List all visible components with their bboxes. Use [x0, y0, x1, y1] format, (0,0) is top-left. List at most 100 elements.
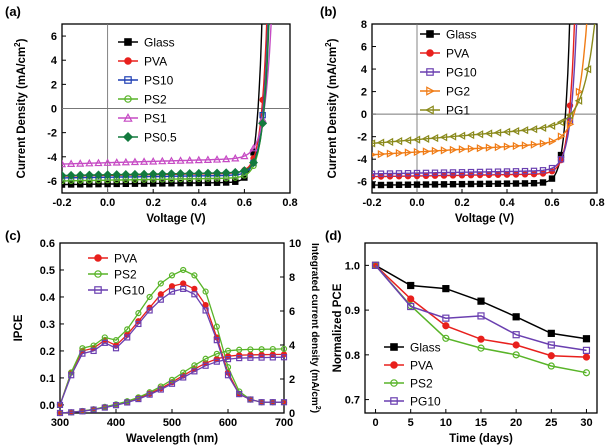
data-point-pg10: [413, 169, 421, 177]
data-point-glass: [372, 181, 376, 189]
x-tick-label: 0: [372, 417, 378, 429]
integrated-point-ps2: [247, 346, 254, 353]
y-right-axis-label: Integrated current density (mA/cm2): [309, 243, 321, 413]
data-point-glass: [422, 181, 430, 188]
data-point-pg2: [539, 139, 548, 148]
data-point-glass: [477, 297, 485, 305]
legend-label-glass: Glass: [144, 36, 175, 50]
x-tick-label: 300: [51, 417, 69, 429]
integrated-point-pg10: [280, 354, 288, 361]
integrated-point-ps2: [168, 376, 176, 383]
ipce-point-pva: [180, 280, 187, 287]
data-point-pg2: [431, 146, 440, 156]
legend-marker-glass: [390, 343, 398, 351]
data-point-pg1: [556, 118, 565, 127]
legend-label-pg1: PG1: [446, 104, 470, 118]
series-glass: [372, 24, 571, 189]
data-point-pg1: [529, 125, 538, 134]
data-point-ps1: [76, 159, 85, 167]
ipce-point-pva: [191, 285, 198, 292]
data-point-pg1: [565, 111, 574, 120]
data-point-pg1: [538, 123, 547, 132]
data-point-glass: [232, 178, 239, 185]
legend-label-pva: PVA: [410, 359, 433, 373]
y-tick-label: 1.0: [345, 260, 360, 272]
legend-label-pg10: PG10: [410, 395, 441, 409]
ipce-point-pg10: [258, 399, 265, 406]
data-point-pg10: [449, 169, 457, 176]
data-point-glass: [530, 180, 538, 187]
panel-label: (c): [5, 228, 21, 243]
integrated-point-pg10: [236, 354, 243, 362]
x-tick-label: 5: [408, 417, 414, 429]
data-point-ps0-5: [112, 170, 122, 180]
data-point-pva: [512, 341, 520, 349]
data-point-ps1: [112, 158, 121, 166]
y-tick-label: 0.6: [40, 238, 55, 250]
data-point-ps2: [547, 362, 555, 370]
data-point-pg10: [557, 156, 565, 163]
x-tick-label: 400: [107, 417, 125, 429]
data-point-pg1: [583, 65, 592, 74]
legend-marker-ps2: [390, 379, 398, 387]
data-point-pg10: [485, 168, 493, 175]
series-ps0-5: [62, 24, 270, 180]
y-tick-label: -2: [47, 128, 57, 140]
legend: Glass PVA PS10 PS2 PS1 PS0.5: [118, 36, 177, 145]
legend-label-ps10: PS10: [144, 74, 174, 88]
ipce-point-pg10: [135, 320, 142, 328]
data-point-ps0-5: [212, 168, 222, 178]
data-point-ps2: [477, 344, 485, 352]
data-point-glass: [386, 181, 394, 189]
integrated-point-ps2: [213, 350, 220, 357]
data-point-ps1: [176, 156, 185, 164]
integrated-point-pg10: [135, 395, 142, 403]
y-tick-label: 0.2: [40, 346, 55, 358]
data-point-pva: [547, 352, 555, 360]
y-tick-label: 0.7: [345, 395, 360, 407]
x-tick-label: 30: [580, 417, 592, 429]
legend-label-ps0-5: PS0.5: [144, 131, 177, 145]
x-tick-label: -0.2: [363, 197, 382, 209]
y-tick-label: 0.8: [345, 350, 360, 362]
data-point-pg10: [422, 169, 430, 177]
data-point-ps0-5: [139, 169, 149, 179]
data-point-ps0-5: [103, 170, 113, 180]
integrated-point-pg10: [191, 368, 198, 375]
y-right-tick-label: 4: [289, 340, 296, 352]
data-point-pg2: [485, 143, 494, 152]
panel-label: (d): [325, 228, 342, 243]
y-tick-label: 0.9: [345, 305, 360, 317]
ipce-point-ps2: [124, 326, 131, 333]
y-axis-label: Current Density (mA/cm2): [13, 38, 28, 178]
data-point-ps1: [94, 158, 103, 167]
ipce-point-ps2: [146, 293, 153, 301]
data-point-glass: [186, 179, 193, 187]
data-point-glass: [86, 181, 93, 188]
data-point-ps1: [167, 156, 176, 165]
y-tick-label: 6: [361, 42, 367, 54]
series-glass: [371, 261, 591, 343]
data-point-pg1: [547, 121, 556, 130]
integrated-point-ps2: [258, 346, 265, 353]
ipce-point-pg10: [101, 339, 108, 346]
data-point-glass: [150, 180, 157, 187]
data-point-pg2: [476, 144, 485, 153]
data-point-ps0-5: [230, 167, 240, 177]
ipce-point-pva: [157, 291, 164, 298]
legend-marker-glass: [124, 38, 132, 46]
x-tick-label: 700: [275, 417, 293, 429]
data-point-glass: [195, 179, 202, 187]
x-axis-label: Voltage (V): [146, 213, 205, 225]
data-point-pg1: [502, 127, 511, 137]
integrated-point-pg10: [101, 404, 108, 411]
data-point-pg1: [511, 126, 520, 136]
ipce-point-pg10: [280, 399, 288, 406]
y-tick-label: 8: [361, 19, 367, 31]
data-point-pg10: [431, 169, 439, 176]
plot-frame: [364, 242, 598, 414]
y-tick-label: 6: [51, 31, 57, 43]
data-point-pg2: [413, 147, 422, 157]
ipce-point-ps2: [202, 288, 209, 295]
x-axis-label: Wavelength (nm): [126, 433, 218, 445]
